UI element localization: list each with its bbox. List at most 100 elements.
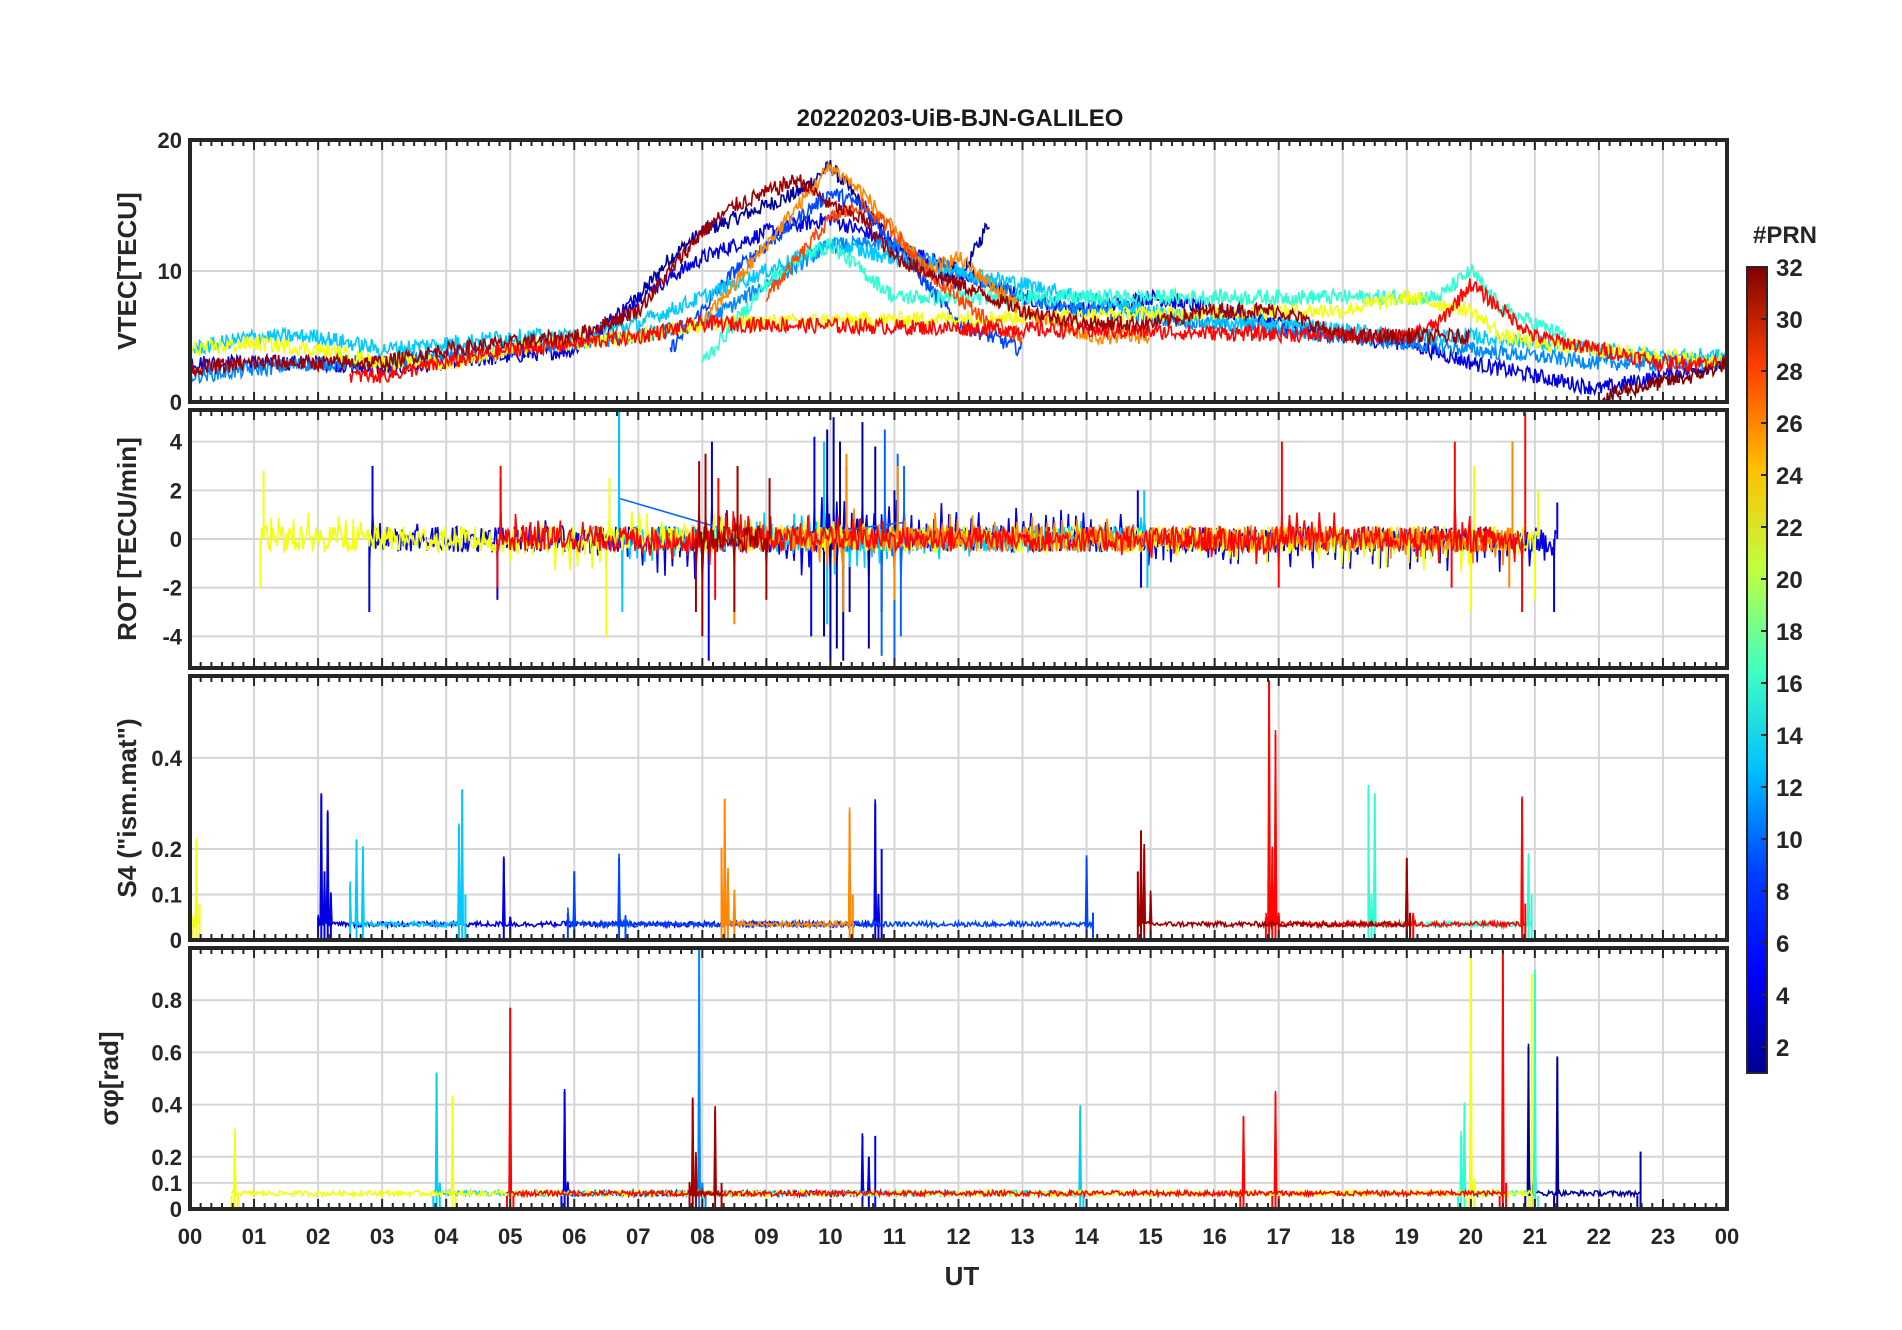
y-tick-label: 0.4 [151, 1093, 182, 1118]
x-axis-label: UT [945, 1261, 980, 1291]
y-tick-label: 0.1 [151, 1171, 182, 1196]
colorbar-tick-label: 20 [1776, 567, 1803, 594]
y-tick-label: 20 [158, 128, 182, 153]
chart-title: 20220203-UiB-BJN-GALILEO [797, 105, 1124, 132]
y-tick-label: 0 [170, 390, 182, 415]
y-axis-label: S4 ("ism.mat") [112, 718, 142, 897]
y-tick-label: 0.4 [151, 746, 182, 771]
y-tick-label: 0 [170, 1197, 182, 1222]
panel-3: 0 0.1 0.2 0.4 S4 ("ism.mat") [112, 674, 1729, 953]
x-tick-label: 19 [1395, 1224, 1419, 1249]
x-tick-label: 23 [1651, 1224, 1675, 1249]
x-tick-label: 06 [562, 1224, 586, 1249]
x-tick-label: 16 [1202, 1224, 1226, 1249]
x-tick-label: 22 [1587, 1224, 1611, 1249]
panel-grid [189, 676, 1728, 941]
panel-grid [189, 948, 1728, 1210]
x-tick-label: 18 [1331, 1224, 1355, 1249]
colorbar-tick-label: 10 [1776, 827, 1803, 854]
x-tick-label: 05 [498, 1224, 522, 1249]
y-tick-label: 2 [170, 478, 182, 503]
x-tick-label: 11 [883, 1224, 906, 1249]
x-tick-label: 03 [370, 1224, 394, 1249]
series-prn-4 [317, 793, 881, 930]
x-tick-label: 00 [178, 1224, 202, 1249]
series-prn-28 [506, 949, 1506, 1200]
colorbar-tick-label: 16 [1776, 671, 1803, 698]
y-axis-label: VTEC[TECU] [112, 192, 142, 349]
colorbar-tick-label: 24 [1776, 463, 1803, 490]
panel-series [230, 948, 1642, 1209]
colorbar-tick-label: 2 [1776, 1035, 1789, 1062]
series-prn-11 [432, 1072, 1083, 1199]
series-prn-31 [190, 174, 1471, 377]
series-prn-14 [1367, 784, 1532, 930]
x-tick-label: 01 [242, 1224, 266, 1249]
x-tick-label: 20 [1459, 1224, 1483, 1249]
colorbar-tick-label: 14 [1776, 723, 1803, 750]
x-tick-label: 15 [1138, 1224, 1162, 1249]
series-prn-32 [1598, 357, 1727, 402]
x-tick-label: 17 [1266, 1224, 1290, 1249]
series-prn-11 [190, 236, 1727, 367]
y-axis-label: ROT [TECU/min] [112, 437, 142, 641]
colorbar-tick-label: 18 [1776, 619, 1803, 646]
x-tick-label: 09 [754, 1224, 778, 1249]
colorbar-tick-label: 22 [1776, 515, 1803, 542]
colorbar-tick-label: 8 [1776, 879, 1789, 906]
series-prn-31 [695, 508, 769, 581]
series-prn-20 [230, 951, 1532, 1200]
x-tick-labels: 00 01 02 03 04 05 06 07 08 09 10 11 12 13 14 15 16 17 18 19… [178, 1224, 1739, 1249]
panel-series [259, 410, 1559, 661]
x-tick-label: 13 [1010, 1224, 1034, 1249]
colorbar-tick-label: 26 [1776, 411, 1803, 438]
minor-ticks [189, 410, 1728, 668]
panel-1: 0 10 20 VTEC[TECU] [112, 128, 1729, 415]
panel-series [190, 159, 1727, 402]
colorbar-tick-label: 30 [1776, 307, 1803, 334]
panel-2: -4 -2 0 2 4 ROT [TECU/min] [112, 408, 1729, 670]
y-tick-label: 0.2 [151, 837, 182, 862]
y-tick-label: 0.8 [151, 988, 182, 1013]
series-prn-28 [496, 497, 1525, 566]
x-tick-label: 04 [434, 1224, 459, 1249]
series-prn-2 [1524, 1043, 1641, 1199]
series-prn-24 [720, 798, 853, 930]
panel-4: 00.10.2 0.4 0.6 0.8 σφ[rad] [94, 946, 1729, 1222]
y-axis-label: σφ[rad] [94, 1031, 124, 1125]
minor-ticks [189, 676, 1728, 940]
y-tick-label: 10 [158, 259, 182, 284]
colorbar-tick-label: 32 [1776, 255, 1803, 282]
x-tick-label: 00 [1715, 1224, 1739, 1249]
y-tick-label: 0.6 [151, 1040, 182, 1065]
y-tick-label: 0.1 [151, 882, 182, 907]
x-tick-label: 21 [1523, 1224, 1547, 1249]
panel-series [192, 680, 1533, 940]
series-prn-28 [1265, 680, 1525, 930]
series-prn-26 [765, 197, 1023, 344]
series-prn-11 [349, 789, 465, 930]
x-tick-label: 07 [626, 1224, 650, 1249]
y-tick-label: 0 [170, 928, 182, 953]
x-tick-label: 10 [818, 1224, 842, 1249]
colorbar-tick-label: 12 [1776, 775, 1803, 802]
x-tick-label: 02 [306, 1224, 330, 1249]
series-prn-28 [349, 278, 1727, 384]
colorbar-tick-label: 4 [1776, 983, 1790, 1010]
minor-ticks [189, 140, 1728, 402]
y-tick-label: -2 [162, 576, 182, 601]
x-tick-label: 12 [946, 1224, 970, 1249]
y-tick-label: 0 [170, 527, 182, 552]
y-tick-label: 0.2 [151, 1145, 182, 1170]
y-tick-label: 4 [170, 430, 183, 455]
colorbar-tick-label: 6 [1776, 931, 1789, 958]
series-prn-31 [1137, 830, 1410, 930]
x-tick-label: 08 [690, 1224, 714, 1249]
minor-ticks [189, 948, 1728, 1209]
colorbar-title: #PRN [1753, 222, 1817, 249]
colorbar-gradient [1746, 266, 1768, 1074]
y-tick-label: -4 [162, 624, 182, 649]
